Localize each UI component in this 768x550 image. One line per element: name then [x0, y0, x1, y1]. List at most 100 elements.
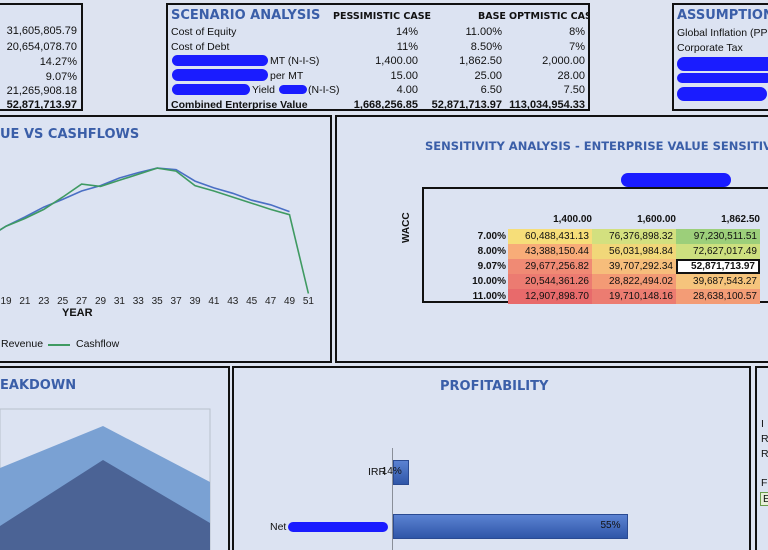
row-label-cost-of-debt: Cost of Debt	[171, 41, 230, 53]
sensitivity-cell: 29,677,256.82	[508, 259, 592, 274]
redaction-scribble	[621, 173, 731, 187]
redaction-scribble	[279, 85, 307, 94]
x-axis-label: YEAR	[62, 307, 93, 319]
right-partial-panel: I R R Fi E	[755, 366, 768, 550]
net-margin-bar: 55%	[393, 514, 628, 539]
pess-value: 4.00	[396, 84, 418, 96]
irr-bar-value: 14%	[381, 466, 402, 477]
sensitivity-title: SENSITIVITY ANALYSIS - ENTERPRISE VALUE …	[425, 139, 768, 153]
sensitivity-panel: SENSITIVITY ANALYSIS - ENTERPRISE VALUE …	[335, 115, 768, 363]
row-label-cost-of-equity: Cost of Equity	[171, 26, 237, 38]
redaction-scribble	[677, 87, 767, 101]
redaction-scribble	[172, 55, 268, 66]
summary-value-total: 52,871,713.97	[6, 99, 77, 111]
x-tick-label: 27	[76, 296, 88, 307]
redaction-scribble	[677, 73, 768, 83]
opt-value: 7%	[569, 41, 585, 53]
x-tick-label: 25	[57, 296, 69, 307]
row-label-yield-suffix: (N-I-S)	[308, 84, 340, 96]
x-tick-label: 23	[38, 296, 50, 307]
chart-title: UE VS CASHFLOWS	[0, 127, 140, 142]
sensitivity-cell: 56,031,984.84	[592, 244, 676, 259]
x-tick-label: 19	[0, 296, 12, 307]
redaction-scribble	[172, 84, 250, 95]
sensitivity-cell: 28,822,494.02	[592, 274, 676, 289]
wacc-row-header: 10.00%	[472, 276, 506, 287]
legend-cashflow-line	[48, 344, 70, 346]
wacc-row-header: 8.00%	[477, 246, 506, 257]
partial-text: E	[760, 492, 768, 506]
irr-bar: 14%	[382, 460, 409, 485]
summary-value: 9.07%	[45, 71, 77, 83]
pess-value: 1,400.00	[375, 55, 418, 67]
x-tick-label: 43	[227, 296, 239, 307]
base-value: 6.50	[480, 84, 502, 96]
summary-value: 14.27%	[39, 56, 77, 68]
row-label-combined-ev: Combined Enterprise Value	[171, 99, 308, 111]
summary-value: 20,654,078.70	[6, 41, 77, 53]
sensitivity-cell: 52,871,713.97	[676, 259, 760, 274]
partial-text: I	[761, 418, 764, 430]
row-label-mt: MT (N-I-S)	[270, 55, 320, 67]
bar-label-irr: IRR	[368, 466, 387, 478]
x-tick-label: 41	[208, 296, 220, 307]
legend-revenue: Revenue	[1, 338, 44, 350]
profitability-title: PROFITABILITY	[440, 379, 549, 394]
base-value: 25.00	[474, 70, 502, 82]
pess-value: 14%	[395, 26, 418, 38]
x-tick-label: 37	[171, 296, 183, 307]
col-header: 1,862.50	[721, 214, 760, 225]
x-tick-label: 47	[265, 296, 277, 307]
partial-text: Fi	[761, 477, 768, 489]
area-chart	[0, 408, 211, 550]
sensitivity-cell: 39,707,292.34	[592, 259, 676, 274]
sensitivity-cell: 39,687,543.27	[676, 274, 760, 289]
col-header-base: BASE	[478, 11, 506, 22]
pess-value: 15.00	[390, 70, 418, 82]
line-chart: 19 21 23 25 27 29 31 33 35 37 39 41 43 45 47 49 51	[0, 167, 315, 307]
assumption-item: Corporate Tax	[677, 42, 743, 54]
wacc-row-header: 9.07%	[477, 261, 506, 272]
assumptions-title: ASSUMPTIONS	[677, 8, 768, 23]
profitability-axis	[392, 448, 393, 550]
redaction-scribble	[172, 69, 268, 81]
wacc-row-header: 7.00%	[477, 231, 506, 242]
opt-value: 2,000.00	[542, 55, 585, 67]
sensitivity-cell: 97,230,511.51	[676, 229, 760, 244]
opt-value: 7.50	[563, 84, 585, 96]
summary-value: 21,265,908.18	[6, 85, 77, 97]
scenario-title: SCENARIO ANALYSIS	[171, 8, 321, 23]
wacc-axis-label: WACC	[401, 212, 412, 243]
area-series-lower	[0, 460, 210, 550]
base-value: 11.00%	[465, 26, 503, 38]
breakdown-panel: EAKDOWN	[0, 366, 230, 550]
col-header: 1,600.00	[637, 214, 676, 225]
opt-value: 28.00	[557, 70, 585, 82]
sensitivity-cell: 72,627,017.49	[676, 244, 760, 259]
bar-label-net: Net	[270, 521, 287, 533]
redaction-scribble	[288, 522, 388, 532]
sensitivity-cell: 19,710,148.16	[592, 289, 676, 304]
opt-value: 8%	[569, 26, 585, 38]
base-value: 8.50%	[470, 41, 502, 53]
opt-value: 113,034,954.33	[509, 99, 585, 111]
net-bar-value: 55%	[600, 520, 621, 531]
x-tick-label: 31	[114, 296, 126, 307]
profitability-panel: PROFITABILITY IRR 14% Net 55%	[232, 366, 751, 550]
series-line-cashflow	[0, 167, 310, 294]
x-tick-label: 51	[303, 296, 315, 307]
sensitivity-cell: 76,376,898.32	[592, 229, 676, 244]
x-tick-label: 21	[19, 296, 31, 307]
col-header: 1,400.00	[553, 214, 592, 225]
sensitivity-cell: 20,544,361.26	[508, 274, 592, 289]
row-label-per-mt: per MT	[270, 70, 304, 82]
summary-value: 31,605,805.79	[6, 25, 77, 37]
assumption-item: Global Inflation (PPI)	[677, 27, 768, 39]
base-value: 1,862.50	[459, 55, 502, 67]
x-tick-label: 33	[133, 296, 145, 307]
col-header-optimistic: OPTMISTIC CASE	[509, 11, 590, 22]
sensitivity-table: 1,400.00 1,600.00 1,862.50 7.00% 60,488,4…	[422, 187, 768, 304]
x-tick-label: 45	[246, 296, 258, 307]
x-tick-label: 29	[95, 296, 107, 307]
row-label-yield: Yield	[252, 84, 275, 96]
